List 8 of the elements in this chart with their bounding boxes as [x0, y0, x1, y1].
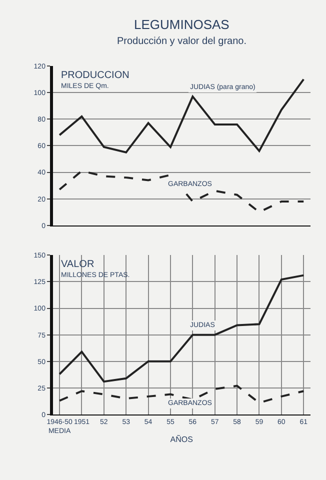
chart-subtitle: Producción y valor del grano. [117, 36, 247, 47]
chart-title: LEGUMINOSAS [134, 17, 230, 32]
line-series [58, 170, 305, 214]
annotation: VALOR [61, 259, 94, 270]
annotation: PRODUCCION [61, 70, 130, 81]
line-series [58, 274, 305, 383]
line-series [58, 78, 305, 154]
x-axis-title: AÑOS [170, 434, 193, 444]
